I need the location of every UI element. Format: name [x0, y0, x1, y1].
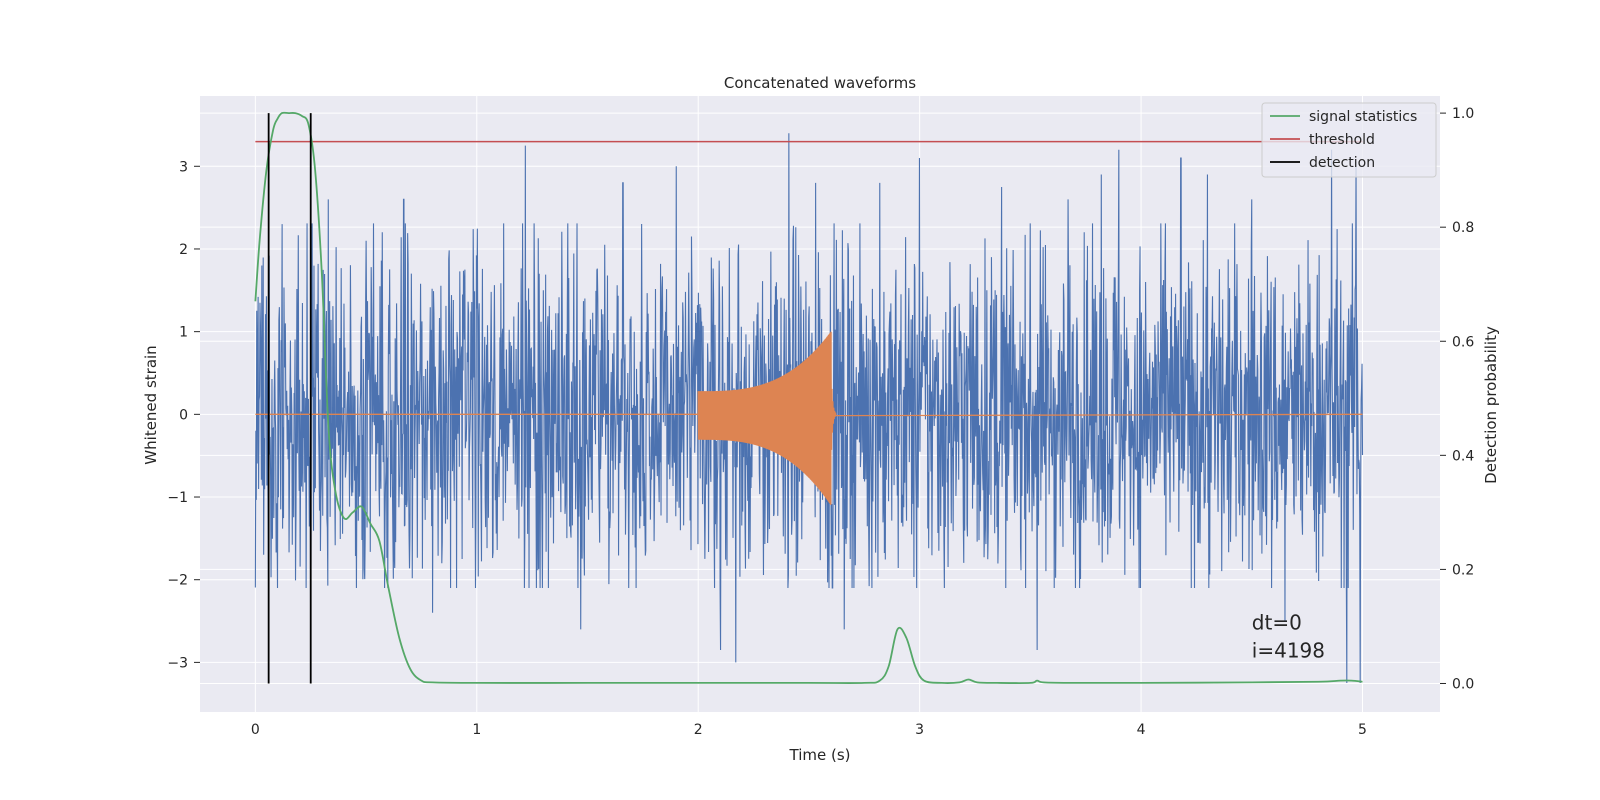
y-tick-label: 3: [179, 159, 188, 175]
x-tick-label: 3: [915, 722, 924, 738]
annotation-dt: dt=0: [1252, 610, 1302, 634]
x-tick-label: 2: [694, 722, 703, 738]
legend-label-detection: detection: [1309, 155, 1375, 171]
y-tick-label: −3: [167, 655, 188, 671]
y2-tick-label: 0.0: [1452, 676, 1474, 692]
y2-tick-label: 0.2: [1452, 562, 1474, 578]
tick-layer: 0 1 2 3 4 5 3 2 1 0 −1 −2 −3 1.0 0.8 0.6 0.4 0.2 0.0: [167, 106, 1474, 738]
y2-tick-label: 0.8: [1452, 220, 1474, 236]
y2-tick-label: 0.4: [1452, 448, 1474, 464]
chirp-line: [255, 331, 1363, 505]
x-tick-label: 1: [472, 722, 481, 738]
legend-label-threshold: threshold: [1309, 132, 1375, 148]
x-axis-label: Time (s): [789, 746, 851, 764]
y2-axis-label: Detection probability: [1482, 326, 1500, 484]
legend-box: [1261, 102, 1437, 178]
y2-tick-label: 1.0: [1452, 106, 1474, 122]
y-tick-label: −2: [167, 573, 188, 589]
y-tick-label: 1: [179, 325, 188, 341]
data-layer: [254, 111, 1364, 685]
y-tick-label: 0: [179, 407, 188, 423]
y2-tick-label: 0.6: [1452, 334, 1474, 350]
legend-label-signal-statistics: signal statistics: [1309, 109, 1417, 125]
x-tick-label: 5: [1358, 722, 1367, 738]
strain-noise-line: [254, 133, 1364, 684]
annotation-index: i=4198: [1252, 638, 1325, 662]
y-tick-label: 2: [179, 242, 188, 258]
legend: signal statistics threshold detection: [1261, 102, 1437, 178]
x-tick-label: 4: [1137, 722, 1146, 738]
chart-title: Concatenated waveforms: [724, 74, 916, 92]
signal-statistics-line: [254, 111, 1363, 685]
y-tick-label: −1: [167, 490, 188, 506]
y-axis-label: Whitened strain: [142, 345, 160, 464]
x-tick-label: 0: [251, 722, 260, 738]
